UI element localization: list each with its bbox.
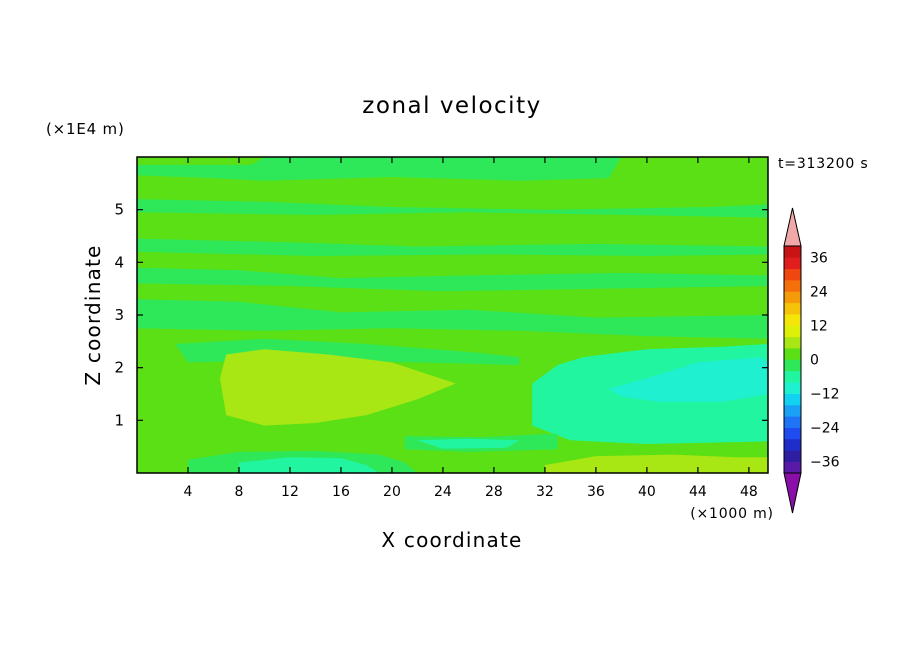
contour-region-right-cyan-lobe (608, 357, 768, 402)
x-tick-label: 36 (587, 484, 605, 500)
contour-region-bottom-cyan (239, 457, 380, 473)
colorbar-swatch (784, 314, 801, 326)
y-scale-label: (×1E4 m) (46, 120, 125, 138)
colorbar-swatch (784, 461, 801, 474)
plot-area (137, 157, 768, 473)
colorbar-label: 24 (810, 284, 828, 300)
x-tick-label: 48 (740, 484, 758, 500)
colorbar-swatch (784, 268, 801, 281)
colorbar-swatch (784, 336, 801, 349)
colorbar-swatch (784, 246, 801, 258)
x-tick-label: 12 (281, 484, 299, 500)
colorbar-swatch (784, 370, 801, 383)
colorbar-label: 12 (810, 318, 828, 334)
x-tick-label: 4 (184, 484, 193, 500)
x-tick-label: 24 (434, 484, 452, 500)
colorbar-swatch (784, 427, 801, 440)
colorbar-label: −12 (810, 387, 840, 403)
colorbar-swatch (784, 382, 801, 394)
contour-region-mid-cyan-patch (417, 438, 520, 449)
colorbar-swatch (784, 302, 801, 315)
colorbar-over-triangle (783, 207, 802, 247)
colorbar-swatch (784, 359, 801, 372)
x-tick-label: 16 (332, 484, 350, 500)
x-tick-label: 28 (485, 484, 503, 500)
colorbar-swatch (784, 404, 801, 417)
contour-region-band-4 (137, 267, 768, 292)
x-tick-label: 40 (638, 484, 656, 500)
contour-region-left-yellowgreen (219, 349, 456, 426)
contour-region-band-5 (137, 199, 768, 218)
x-tick-label: 8 (235, 484, 244, 500)
y-axis-label: Z coordinate (81, 244, 105, 385)
colorbar-frame (783, 245, 802, 474)
x-tick-label: 20 (383, 484, 401, 500)
x-axis-label: X coordinate (381, 528, 522, 552)
colorbar-swatch (784, 280, 801, 292)
colorbar-swatch (784, 416, 801, 428)
y-tick-label: 2 (114, 359, 124, 377)
y-tick-label: 3 (114, 306, 124, 324)
colorbar-label: 36 (810, 250, 828, 266)
colorbar-label: 0 (810, 353, 819, 369)
y-tick-label: 4 (114, 253, 124, 271)
contour-region-band-4.5 (137, 238, 768, 256)
contour-region-band-3 (137, 299, 768, 339)
y-tick-label: 1 (114, 411, 124, 429)
x-scale-label: (×1000 m) (690, 506, 774, 522)
colorbar-swatch (784, 348, 801, 360)
y-tick-label: 5 (114, 201, 124, 219)
colorbar-label: −24 (810, 421, 840, 437)
contour-region-upper-teal-band (137, 157, 622, 181)
colorbar: 36 24 12 0 −12 −24 −36 (783, 207, 840, 514)
colorbar-swatch (784, 438, 801, 451)
time-label: t=313200 s (778, 156, 868, 172)
colorbar-swatch (784, 291, 801, 304)
colorbar-swatch (784, 450, 801, 462)
colorbar-swatch (784, 393, 801, 406)
colorbar-swatch (784, 325, 801, 338)
chart-title: zonal velocity (362, 93, 541, 119)
colorbar-swatch (784, 257, 801, 270)
contour-region-left-yellow-core (277, 359, 437, 387)
x-tick-label: 44 (689, 484, 707, 500)
colorbar-under-triangle (783, 472, 802, 514)
x-tick-label: 32 (536, 484, 554, 500)
colorbar-label: −36 (810, 455, 840, 471)
contour-region-right-bottom-core (608, 459, 749, 473)
